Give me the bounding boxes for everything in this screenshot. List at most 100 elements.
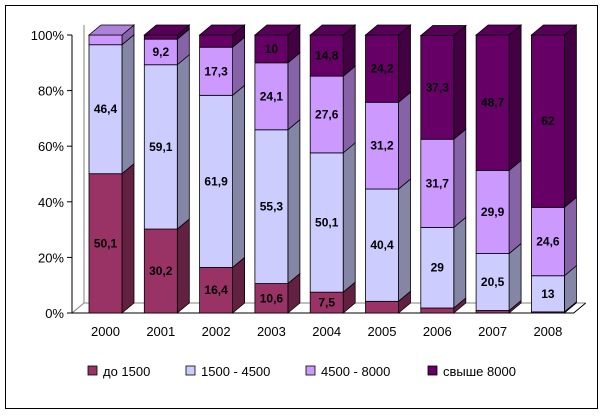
data-label-2004-s1: 50,1 xyxy=(315,216,339,230)
x-tick-label: 2000 xyxy=(91,324,120,339)
bar-2005-s1 xyxy=(365,188,399,302)
bar-side-2004-s2 xyxy=(342,65,356,154)
bar-2004-s3 xyxy=(309,34,344,77)
bar-side-2006-s1 xyxy=(453,216,467,309)
bar-2005-s0 xyxy=(365,300,399,314)
data-label-2003-s1: 55,3 xyxy=(260,200,284,214)
bar-side-2000-s0 xyxy=(121,162,135,314)
bar-side-2002-s1 xyxy=(232,84,246,269)
bar-2003-s0 xyxy=(254,283,289,314)
bar-2003-s2 xyxy=(254,62,289,131)
bar-side-2005-s1 xyxy=(398,178,411,303)
bar-2000-s2 xyxy=(88,34,123,46)
legend-swatch-3 xyxy=(427,365,438,376)
y-tick-label: 20% xyxy=(38,250,64,265)
data-label-2005-s2: 31,2 xyxy=(370,139,394,153)
bar-top-2008 xyxy=(530,24,578,36)
bar-top-2002 xyxy=(198,24,246,36)
data-label-2004-s0: 7,5 xyxy=(318,296,335,310)
bar-side-2001-s1 xyxy=(176,53,190,230)
data-label-2008-s2: 24,6 xyxy=(536,235,560,249)
data-label-2006-s2: 31,7 xyxy=(426,176,450,190)
data-label-2000-s0: 50,1 xyxy=(94,236,118,250)
bar-side-2007-s2 xyxy=(508,159,522,255)
legend-swatch-0 xyxy=(87,365,98,376)
bar-2006-s1 xyxy=(420,226,455,309)
bar-2002-s0 xyxy=(199,267,234,314)
legend-label-1: 1500 - 4500 xyxy=(201,364,270,379)
data-label-2007-s2: 29,9 xyxy=(481,205,505,219)
y-tick-label: 0% xyxy=(45,306,64,321)
data-label-2005-s1: 40,4 xyxy=(370,238,394,252)
legend-label-3: свыше 8000 xyxy=(443,364,516,379)
data-label-2006-s1: 29 xyxy=(431,261,445,275)
bar-2005-s2 xyxy=(365,101,399,190)
floor-front-edge xyxy=(72,302,587,314)
legend-swatch-1 xyxy=(185,365,196,376)
legend-label-2: 4500 - 8000 xyxy=(321,364,390,379)
bar-top-2003 xyxy=(253,24,302,36)
x-tick-label: 2001 xyxy=(146,324,175,339)
data-label-2002-s1: 61,9 xyxy=(204,174,228,188)
bar-top-2004 xyxy=(309,24,357,36)
bar-side-2008-s3 xyxy=(564,24,577,209)
bar-2000-s1 xyxy=(88,44,123,175)
x-tick-label: 2005 xyxy=(368,324,397,339)
data-label-2008-s1: 13 xyxy=(541,287,555,301)
bar-top-2006 xyxy=(419,25,467,36)
bar-top-2007 xyxy=(474,24,523,36)
bar-2005-s3 xyxy=(365,34,399,103)
data-label-2003-s3: 10 xyxy=(265,42,279,56)
bar-top-2005 xyxy=(364,24,412,36)
x-tick-label: 2006 xyxy=(423,324,452,339)
bar-2001-s1 xyxy=(143,64,178,230)
data-label-2006-s3: 37,3 xyxy=(426,80,450,94)
bar-2000-s0 xyxy=(88,173,123,314)
bar-side-2004-s1 xyxy=(342,142,356,294)
x-tick-label: 2004 xyxy=(312,324,341,339)
bar-top-2000 xyxy=(87,24,136,36)
bar-2007-s3 xyxy=(475,34,510,171)
bar-2004-s1 xyxy=(309,152,344,293)
bar-2001-s3 xyxy=(143,34,178,40)
data-label-2002-s0: 16,4 xyxy=(204,283,228,297)
y-tick-label: 40% xyxy=(38,195,64,210)
bar-side-2005-s2 xyxy=(398,91,411,190)
bar-2002-s3 xyxy=(199,34,234,48)
bar-2006-s0 xyxy=(420,307,455,314)
bar-side-2007-s1 xyxy=(508,242,522,312)
bar-side-2003-s2 xyxy=(287,51,301,131)
legend-swatch-2 xyxy=(305,365,316,376)
bar-2003-s1 xyxy=(254,129,289,284)
data-label-2001-s2: 9,2 xyxy=(152,45,169,59)
bar-2008-s1 xyxy=(531,275,565,313)
data-label-2004-s3: 14,8 xyxy=(315,49,339,63)
bar-2003-s3 xyxy=(254,34,289,64)
data-label-2007-s1: 20,5 xyxy=(481,275,505,289)
data-label-2000-s1: 46,4 xyxy=(94,102,118,116)
bar-2002-s2 xyxy=(199,46,234,96)
bar-side-2006-s2 xyxy=(453,128,467,229)
bar-2006-s2 xyxy=(420,138,455,228)
x-tick-label: 2008 xyxy=(533,324,562,339)
x-tick-label: 2003 xyxy=(257,324,286,339)
data-label-2001-s1: 59,1 xyxy=(149,140,173,154)
bar-side-2008-s2 xyxy=(564,196,577,277)
bar-2006-s3 xyxy=(420,35,455,140)
bar-side-2003-s1 xyxy=(287,118,301,285)
data-label-2008-s3: 62 xyxy=(541,114,555,128)
x-tick-label: 2007 xyxy=(478,324,507,339)
bar-2001-s2 xyxy=(143,38,178,66)
y-tick-label: 80% xyxy=(38,84,64,99)
bar-2008-s3 xyxy=(531,34,565,208)
bar-2001-s0 xyxy=(143,228,178,314)
bar-side-2001-s0 xyxy=(176,218,190,314)
bar-2007-s2 xyxy=(475,169,510,254)
bar-side-2000-s1 xyxy=(121,33,135,175)
data-label-2001-s0: 30,2 xyxy=(149,264,173,278)
y-tick-label: 60% xyxy=(38,139,64,154)
bar-2004-s2 xyxy=(309,75,344,154)
data-label-2002-s2: 17,3 xyxy=(204,64,228,78)
x-tick-label: 2002 xyxy=(202,324,231,339)
